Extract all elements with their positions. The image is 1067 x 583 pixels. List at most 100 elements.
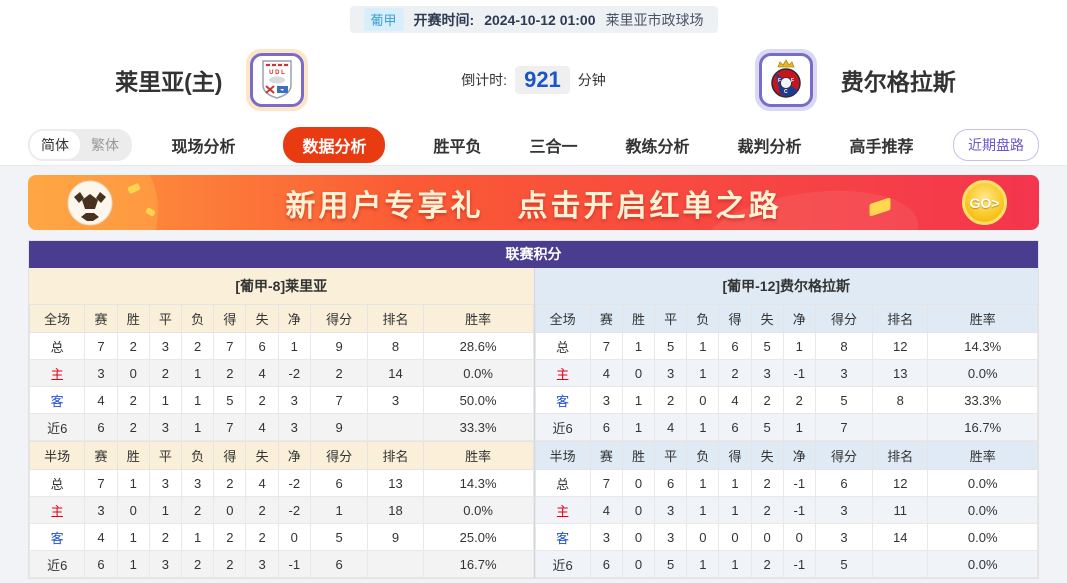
promo-banner[interactable]: 新用户专享礼 点击开启红单之路 GO> <box>28 175 1039 230</box>
table-cell: 2 <box>654 386 688 414</box>
table-cell: 7 <box>309 386 369 414</box>
table-cell: 0 <box>686 386 720 414</box>
table-cell: 2 <box>750 550 784 578</box>
banner-subtitle: 点击开启红单之路 <box>517 189 782 223</box>
table-cell: 客 <box>28 386 86 414</box>
tab-3[interactable]: 三合一 <box>529 138 578 156</box>
column-header: 半场 <box>28 441 86 470</box>
home-half-table: 半场赛胜平负得失净得分 排名 胜率总 7 1 3 3 2 4 -2 6 13 14.3% 主 3 0 1 2 0 2-… <box>28 441 534 578</box>
table-cell: 主 <box>28 359 86 387</box>
tab-1[interactable]: 数据分析 <box>283 126 386 163</box>
standings-title: 联赛积分 <box>29 241 1038 268</box>
column-header: 排名 <box>872 441 929 470</box>
column-header: 半场 <box>534 441 591 470</box>
column-header: 得 <box>213 441 247 470</box>
table-cell: 3 <box>181 469 215 497</box>
tab-6[interactable]: 高手推荐 <box>849 138 914 156</box>
banner-title: 新用户专享礼 <box>285 189 484 223</box>
table-cell: 3 <box>148 332 183 360</box>
table-cell: 0.0% <box>927 523 1038 551</box>
svg-text:U D L: U D L <box>270 70 286 76</box>
table-cell: 0.0% <box>927 550 1038 578</box>
column-header: 排名 <box>367 304 424 333</box>
table-cell <box>872 550 929 578</box>
table-cell: 客 <box>534 523 591 551</box>
table-cell: 1 <box>148 386 183 414</box>
recent-trend-button[interactable]: 近期盘路 <box>953 128 1039 161</box>
table-cell: 4 <box>589 359 623 387</box>
table-cell: 18 <box>367 496 424 524</box>
table-cell: 9 <box>367 523 424 551</box>
table-cell: -1 <box>782 359 816 387</box>
table-cell: 1 <box>621 332 656 360</box>
table-cell: 1 <box>718 550 752 578</box>
column-header: 失 <box>245 304 279 333</box>
tab-4[interactable]: 教练分析 <box>625 138 690 156</box>
away-full-table: 全场赛胜平负得失净得分 排名 胜率总 7 1 5 1 6 5 1 8 12 14.3% 主 4 0 3 1 2 3 -1… <box>534 304 1039 441</box>
table-cell: 5 <box>654 332 688 360</box>
table-cell: 1 <box>277 332 311 360</box>
table-cell: 2 <box>309 359 369 387</box>
table-cell: 3 <box>654 359 688 387</box>
away-team-block: F F C 费尔格拉斯 <box>644 49 1067 111</box>
table-cell: 0 <box>686 523 720 551</box>
table-cell: 3 <box>654 496 688 524</box>
table-cell: 2 <box>213 469 247 497</box>
column-header: 得分 <box>309 304 369 333</box>
table-cell: 3 <box>148 550 183 578</box>
table-cell: 1 <box>181 386 215 414</box>
language-toggle[interactable]: 简体 繁体 <box>28 128 132 161</box>
table-cell: 12 <box>872 332 929 360</box>
table-cell: 13 <box>872 359 929 387</box>
table-cell: 1 <box>782 332 816 360</box>
tab-5[interactable]: 裁判分析 <box>737 138 802 156</box>
nav-tabs: 现场分析 数据分析 胜平负 三合一 教练分析 裁判分析 高手推荐 <box>132 126 953 163</box>
column-header: 得分 <box>814 441 874 470</box>
standings-home: [葡甲-8]莱里亚 全场赛胜平负得失净得分 排名 胜率总 7 2 3 2 7 6 1 9 8 28.6% 主… <box>28 268 534 578</box>
table-cell: 1 <box>309 496 369 524</box>
table-cell: 0 <box>116 359 150 387</box>
table-cell: 6 <box>245 332 279 360</box>
lang-option-0[interactable]: 简体 <box>30 130 80 159</box>
banner-text: 新用户专享礼 点击开启红单之路 <box>286 181 782 225</box>
standings-away: [葡甲-12]费尔格拉斯 全场赛胜平负得失净得分 排名 胜率总 7 1 5 1 6 5 1 8 12 14… <box>533 268 1039 578</box>
column-header: 净 <box>277 441 311 470</box>
table-cell: 5 <box>814 550 874 578</box>
table-cell: -2 <box>277 496 311 524</box>
table-cell: 2 <box>213 523 247 551</box>
column-header: 全场 <box>534 304 591 333</box>
column-header: 赛 <box>84 441 118 470</box>
away-half-table: 半场赛胜平负得失净得分 排名 胜率总 7 0 6 1 1 2 -1 6 12 0.0% 主 4 0 3 1 1 2 -1… <box>534 441 1039 578</box>
table-cell: 1 <box>686 550 720 578</box>
table-cell: 近6 <box>534 550 591 578</box>
table-cell: 5 <box>213 386 247 414</box>
lang-option-1[interactable]: 繁体 <box>91 136 119 153</box>
column-header: 排名 <box>872 304 929 333</box>
column-header: 失 <box>245 441 279 470</box>
go-button[interactable]: GO> <box>962 180 1007 225</box>
table-cell: 16.7% <box>422 550 534 578</box>
table-cell: 2 <box>782 386 816 414</box>
table-cell: 6 <box>654 469 688 497</box>
table-cell: 3 <box>148 469 183 497</box>
tab-0[interactable]: 现场分析 <box>171 138 236 156</box>
table-cell: 1 <box>181 413 215 441</box>
venue: 莱里亚市政球场 <box>605 11 704 28</box>
table-cell: 6 <box>309 550 369 578</box>
column-header: 失 <box>750 304 784 333</box>
table-cell: 5 <box>654 550 688 578</box>
table-cell: 25.0% <box>422 523 534 551</box>
column-header: 胜率 <box>422 304 534 333</box>
table-row: 近6 6 1 3 2 2 3 -1 6 16.7% <box>28 550 534 578</box>
tab-2[interactable]: 胜平负 <box>433 138 482 156</box>
table-cell: 3 <box>245 550 279 578</box>
table-cell: 2 <box>213 359 247 387</box>
table-cell: 0 <box>621 523 656 551</box>
table-cell: 3 <box>814 496 874 524</box>
table-cell: 9 <box>309 332 369 360</box>
table-row: 客 4 1 2 1 2 2 0 5 9 25.0% <box>28 523 534 551</box>
column-header: 平 <box>654 441 688 470</box>
table-cell: 4 <box>245 359 279 387</box>
table-cell: 1 <box>148 496 183 524</box>
team-row: 莱里亚(主) U D L 倒计时: 921 分钟 <box>0 36 1067 124</box>
